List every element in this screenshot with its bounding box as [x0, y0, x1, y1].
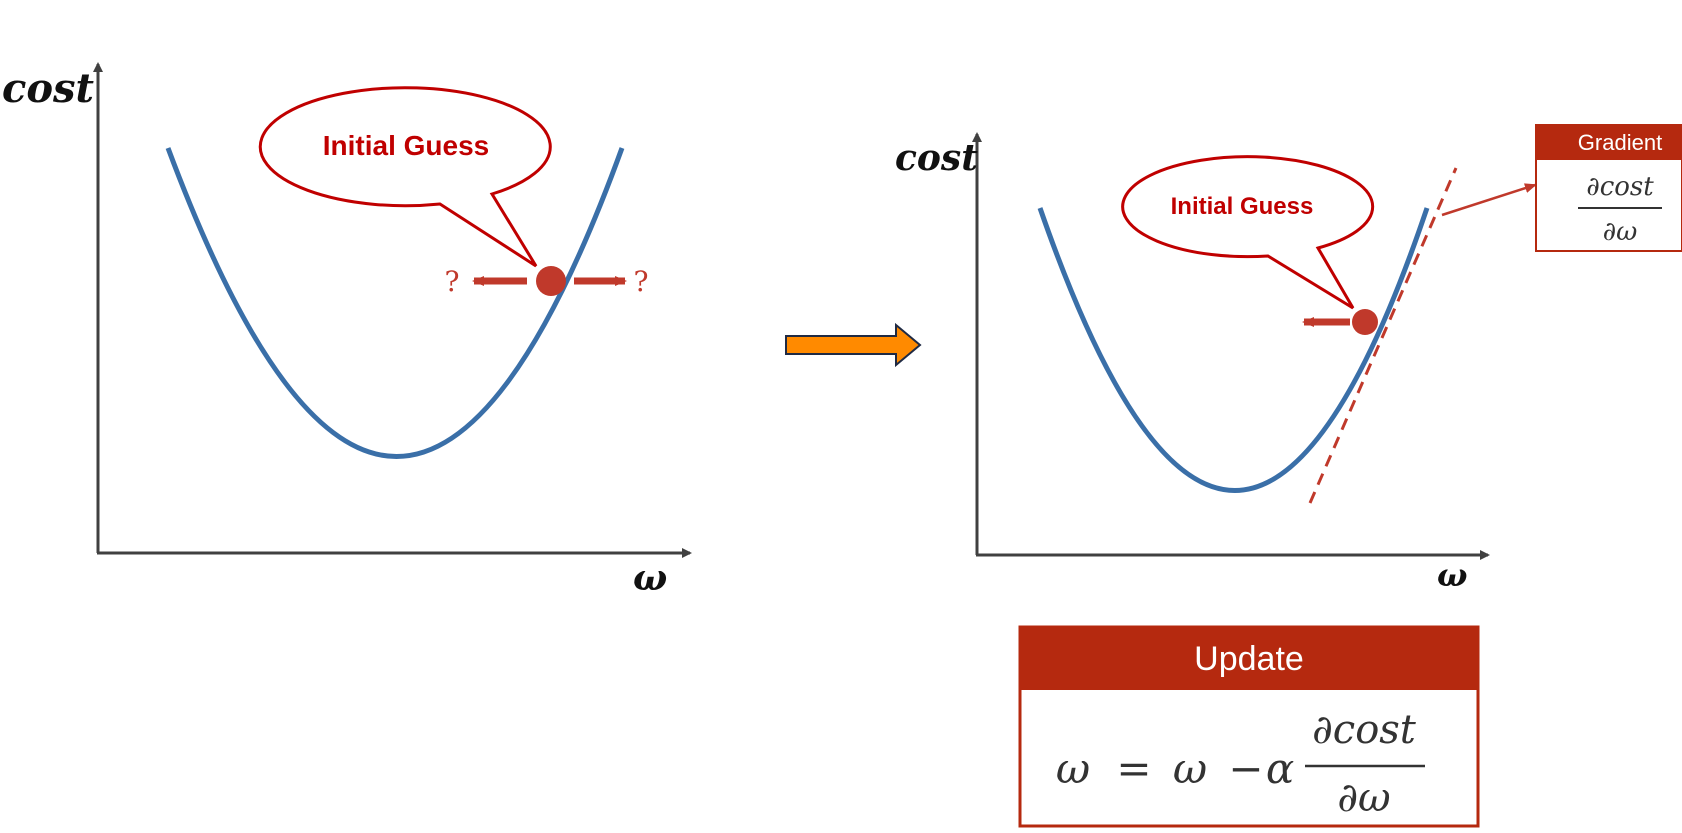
- right-y-axis-label: cost: [895, 137, 978, 179]
- update-equals: =: [1116, 744, 1151, 793]
- right-cost-curve: [1037, 207, 1430, 493]
- right-panel: cost ω Initial Guess: [895, 132, 1537, 594]
- left-y-axis-label: cost: [2, 65, 95, 112]
- left-question-mark: ?: [444, 265, 459, 298]
- gradient-box-header: [1536, 125, 1682, 160]
- right-question-mark: ?: [633, 265, 648, 298]
- gradient-numerator: ∂cost: [1586, 172, 1654, 202]
- update-term-omega: ω: [1173, 744, 1207, 793]
- right-x-axis-label: ω: [1437, 556, 1467, 594]
- update-denominator: ∂ω: [1337, 775, 1390, 821]
- update-box-header: [1020, 627, 1478, 690]
- update-alpha: α: [1266, 744, 1294, 793]
- gradient-denominator: ∂ω: [1603, 217, 1638, 247]
- gradient-box-title: Gradient: [1578, 130, 1662, 155]
- tangent-line: [1308, 167, 1458, 504]
- gradient-box: Gradient ∂cost ∂ω: [1535, 124, 1682, 252]
- left-bubble-text: Initial Guess: [323, 130, 490, 161]
- left-cost-curve: [165, 147, 625, 459]
- left-x-axis-label: ω: [633, 557, 667, 599]
- transition-arrow: [785, 322, 922, 368]
- update-lhs: ω: [1056, 744, 1090, 793]
- right-speech-bubble: [1121, 155, 1375, 310]
- update-minus: −: [1228, 744, 1263, 793]
- update-box-title: Update: [1194, 640, 1304, 678]
- right-current-point: [1352, 309, 1378, 335]
- left-panel: cost ω Initial Guess ? ?: [2, 62, 692, 599]
- right-bubble-text: Initial Guess: [1171, 193, 1314, 220]
- gradient-pointer: [1441, 183, 1537, 217]
- update-numerator: ∂cost: [1312, 707, 1417, 753]
- update-box: Update ω = ω − α ∂cost ∂ω: [1018, 625, 1480, 828]
- left-speech-bubble: [258, 86, 552, 268]
- left-initial-point: [536, 266, 566, 296]
